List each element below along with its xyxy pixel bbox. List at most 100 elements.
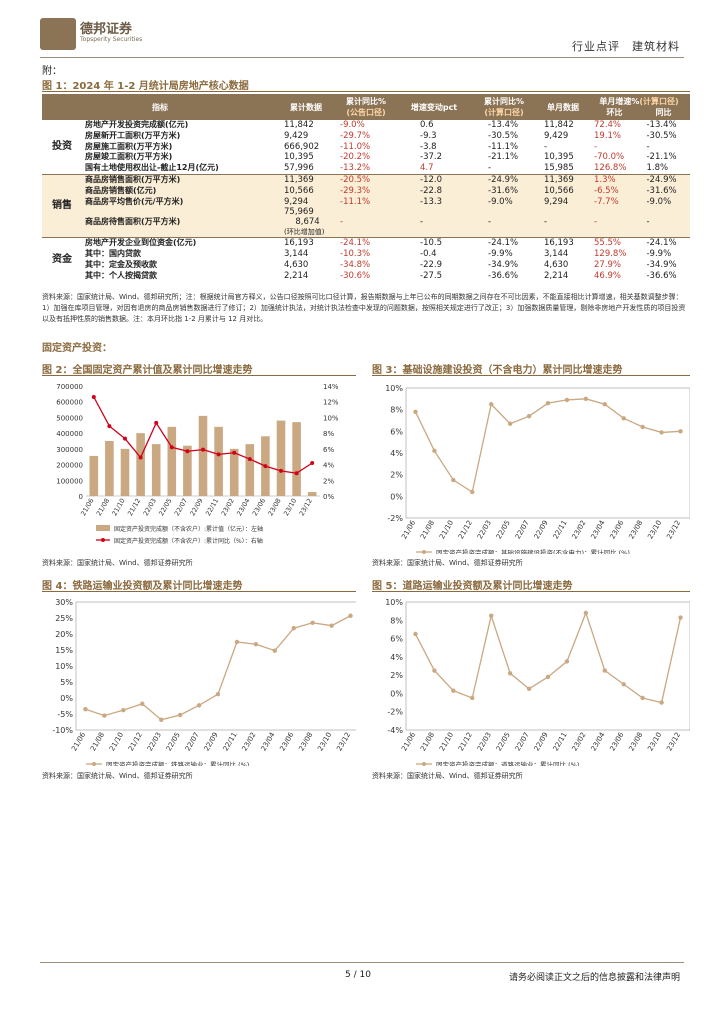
figure-5-source: 资料来源：国家统计局、Wind、德邦证券研究所 bbox=[372, 772, 523, 780]
y-tick-label: 2% bbox=[390, 671, 403, 680]
single-mom: 1.3% bbox=[588, 173, 641, 186]
legend-marker-icon bbox=[92, 762, 96, 766]
single-yoy: -30.5% bbox=[646, 130, 677, 141]
x-tick-label: 22/07 bbox=[514, 519, 531, 540]
x-tick-label: 23/06 bbox=[608, 519, 625, 541]
figure-5-rule bbox=[372, 591, 690, 592]
header-cum-yoy: 累计同比% (公告口径) bbox=[334, 94, 398, 120]
table-row: 商品房待售面积(万平方米) 75,969 8,674 (环比增加值) - - - - - - bbox=[42, 207, 690, 238]
group-label: 资金 bbox=[42, 237, 82, 282]
y-tick-label: 10% bbox=[385, 598, 403, 607]
data-point bbox=[263, 464, 268, 469]
bar bbox=[307, 492, 317, 496]
table-row: 房屋新开工面积(万平方米) 9,429 -29.7% -9.3 -30.5% 9,429 1… bbox=[42, 131, 690, 142]
bar bbox=[120, 448, 130, 496]
y-tick-label: 30% bbox=[55, 598, 73, 607]
single-yoy: - bbox=[640, 207, 690, 238]
y-right-tick-label: 12% bbox=[323, 399, 339, 407]
y-right-tick-label: 2% bbox=[323, 477, 334, 485]
x-tick-label: 22/07 bbox=[184, 731, 201, 752]
cum-yoy: - bbox=[334, 207, 398, 238]
x-tick-label: 21/10 bbox=[438, 731, 455, 752]
x-tick-label: 21/12 bbox=[127, 731, 144, 752]
x-tick-label: 23/08 bbox=[266, 497, 282, 517]
change-pct: -0.4 bbox=[420, 249, 437, 260]
single-value: - bbox=[544, 141, 548, 152]
single-value: 9,294 bbox=[538, 196, 588, 208]
y-left-tick-label: 700000 bbox=[56, 383, 83, 391]
data-point bbox=[602, 402, 607, 407]
data-point bbox=[234, 639, 240, 645]
data-point bbox=[678, 429, 683, 434]
y-tick-label: 4% bbox=[390, 449, 403, 458]
figure-3-source: 资料来源：国家统计局、Wind、德邦证券研究所 bbox=[372, 559, 523, 567]
cum-value: 75,969 8,674 (环比增加值) bbox=[278, 207, 334, 238]
table-row: 其中：国内贷款 3,144 -10.3% -0.4 -9.9% 3,144 129.8% -9… bbox=[42, 249, 690, 260]
change-pct: -27.5 bbox=[420, 270, 442, 281]
cum-value: 2,214 bbox=[284, 270, 309, 281]
figure-2-rule bbox=[42, 375, 356, 376]
x-tick-label: 23/10 bbox=[316, 731, 333, 752]
y-tick-label: 8% bbox=[390, 616, 403, 625]
single-yoy: -9.9% bbox=[646, 249, 672, 260]
legend-label: 固定资产投资完成额：铁路运输业：累计同比 (%) bbox=[106, 760, 249, 766]
x-tick-label: 23/02 bbox=[571, 731, 588, 752]
bar bbox=[89, 455, 99, 496]
single-mom: 126.8% bbox=[594, 163, 627, 174]
figure-3-title: 图 3：基础设施建设投资（不含电力）累计同比增速走势 bbox=[372, 365, 623, 376]
cum-yoy: -9.0% bbox=[340, 120, 365, 130]
y-right-tick-label: 14% bbox=[323, 383, 339, 391]
single-value: 11,369 bbox=[538, 173, 588, 186]
data-point bbox=[140, 701, 145, 706]
single-yoy: -9.0% bbox=[640, 196, 690, 208]
cum-yoy: -30.6% bbox=[340, 270, 371, 281]
data-point bbox=[215, 691, 221, 697]
x-tick-label: 23/06 bbox=[278, 731, 295, 753]
y-tick-label: 25% bbox=[55, 614, 73, 623]
change-pct: -22.8 bbox=[398, 185, 470, 197]
single-value: - bbox=[538, 207, 588, 238]
data-point bbox=[451, 477, 456, 483]
x-tick-label: 21/10 bbox=[110, 497, 126, 517]
single-mom: -6.5% bbox=[588, 185, 641, 197]
x-tick-label: 22/11 bbox=[222, 731, 239, 752]
data-point bbox=[121, 707, 126, 713]
data-point bbox=[564, 397, 570, 403]
group-label: 投资 bbox=[52, 140, 72, 152]
x-tick-label: 22/11 bbox=[204, 497, 220, 517]
cum-yoy: -13.2% bbox=[340, 163, 371, 174]
indicator-name: 商品房平均售价(元/平方米) bbox=[82, 196, 278, 208]
x-tick-label: 21/10 bbox=[108, 731, 125, 752]
single-yoy: -31.6% bbox=[640, 185, 690, 197]
cum-value: 10,395 bbox=[284, 152, 314, 163]
data-point bbox=[413, 631, 418, 637]
single-mom: 19.1% bbox=[594, 130, 622, 141]
table-row: 其中：个人按揭贷款 2,214 -30.6% -27.5 -36.6% 2,214 46.9… bbox=[42, 271, 690, 282]
figure-4-source: 资料来源：国家统计局、Wind、德邦证券研究所 bbox=[42, 772, 193, 780]
data-point bbox=[489, 613, 494, 618]
data-point bbox=[640, 424, 645, 430]
plot-frame bbox=[75, 601, 356, 731]
y-tick-label: -5% bbox=[57, 710, 73, 719]
single-mom: 72.4% bbox=[594, 120, 622, 130]
single-value: 3,144 bbox=[544, 249, 569, 260]
y-left-tick-label: 0 bbox=[79, 493, 83, 501]
x-tick-label: 23/08 bbox=[627, 731, 644, 752]
x-tick-label: 22/03 bbox=[146, 731, 163, 752]
y-tick-label: 20% bbox=[55, 630, 73, 639]
cum-yoy: -20.5% bbox=[334, 173, 398, 186]
change-pct: -22.9 bbox=[420, 259, 442, 270]
y-right-tick-label: 0% bbox=[323, 493, 334, 501]
table-row: 房屋施工面积(万平方米) 666,902 -11.0% -3.8 -11.1% - - - bbox=[42, 142, 690, 153]
data-point bbox=[247, 457, 252, 462]
single-mom: 129.8% bbox=[594, 249, 627, 260]
data-point bbox=[621, 416, 626, 421]
x-tick-label: 22/03 bbox=[476, 731, 493, 752]
indicator-name: 其中：国内贷款 bbox=[85, 249, 141, 259]
x-tick-label: 21/08 bbox=[95, 497, 111, 517]
cum-value: 3,144 bbox=[284, 249, 309, 260]
x-tick-label: 22/03 bbox=[476, 519, 493, 540]
change-pct: -9.3 bbox=[420, 130, 437, 141]
report-category: 行业点评 建筑材料 bbox=[572, 40, 680, 53]
footer-rule bbox=[40, 962, 684, 963]
